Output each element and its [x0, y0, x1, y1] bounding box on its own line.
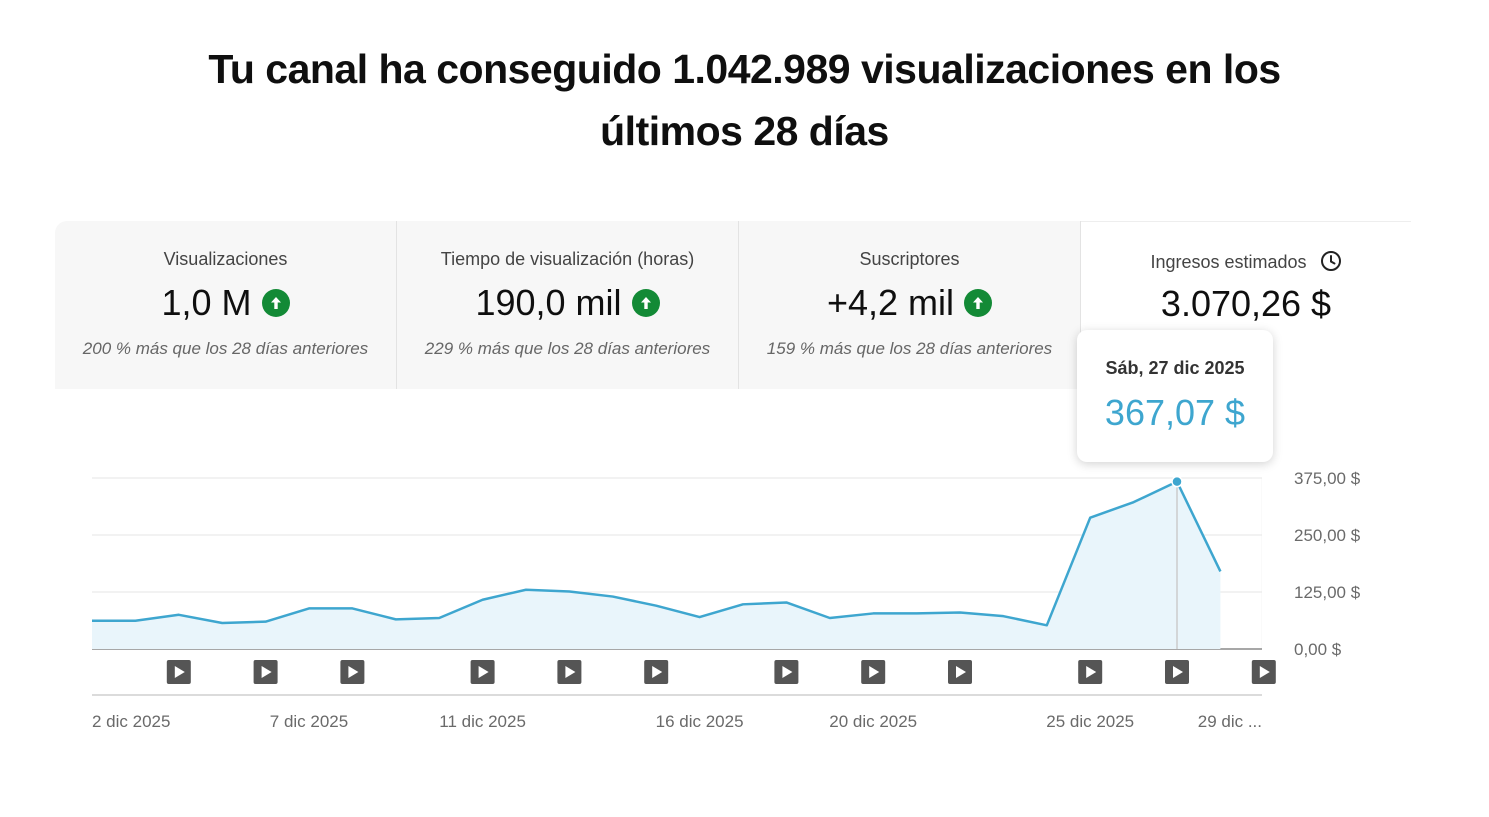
video-play-icon[interactable] [166, 660, 191, 684]
video-play-icon[interactable] [861, 660, 886, 684]
video-play-icon[interactable] [253, 660, 278, 684]
metric-card-subscribers[interactable]: Suscriptores +4,2 mil 159 % más que los … [739, 221, 1081, 389]
metric-card-watch-time[interactable]: Tiempo de visualización (horas) 190,0 mi… [397, 221, 739, 389]
tooltip-value: 367,07 $ [1104, 392, 1246, 433]
play-triangle [782, 666, 793, 678]
page-headline: Tu canal ha conseguido 1.042.989 visuali… [0, 38, 1489, 162]
metric-card-views[interactable]: Visualizaciones 1,0 M 200 % más que los … [55, 221, 397, 389]
y-tick-label: 0,00 $ [1294, 640, 1342, 659]
x-tick-label: 20 dic 2025 [829, 712, 917, 731]
metric-comparison: 159 % más que los 28 días anteriores [766, 339, 1053, 358]
headline-line-1: Tu canal ha conseguido 1.042.989 visuali… [208, 46, 1281, 92]
metric-value-row: 1,0 M [55, 282, 396, 324]
metric-comparison: 200 % más que los 28 días anteriores [82, 339, 369, 358]
metric-comparison: 229 % más que los 28 días anteriores [424, 339, 711, 358]
play-triangle [1259, 666, 1270, 678]
y-tick-label: 125,00 $ [1294, 583, 1361, 602]
metric-title: Visualizaciones [163, 249, 288, 269]
x-tick-label: 16 dic 2025 [656, 712, 744, 731]
highlighted-data-point [1171, 475, 1183, 488]
x-tick-label: 2 dic 2025 [92, 712, 170, 731]
arrow-up-icon [964, 289, 993, 317]
video-play-icon[interactable] [1251, 660, 1276, 684]
play-triangle [1086, 666, 1097, 678]
metric-title: Tiempo de visualización (horas) [440, 249, 695, 269]
metric-value: 3.070,26 $ [1160, 283, 1332, 324]
headline-line-2: últimos 28 días [600, 108, 889, 154]
metric-value: +4,2 mil [826, 282, 955, 323]
play-triangle [478, 666, 489, 678]
video-play-icon[interactable] [1165, 660, 1189, 684]
x-tick-label: 29 dic ... [1198, 712, 1262, 731]
video-play-icon[interactable] [948, 660, 972, 684]
video-play-icon[interactable] [340, 660, 365, 684]
play-triangle [565, 666, 576, 678]
video-play-icon[interactable] [644, 660, 669, 684]
metric-cards: Visualizaciones 1,0 M 200 % más que los … [55, 221, 1417, 389]
metric-value: 1,0 M [161, 282, 252, 323]
x-tick-label: 11 dic 2025 [439, 712, 526, 731]
play-triangle [1173, 666, 1183, 678]
metric-value-row: 190,0 mil [397, 282, 738, 324]
series-area [92, 481, 1221, 649]
play-triangle [652, 666, 663, 678]
metric-title-row: Ingresos estimados [1081, 250, 1411, 277]
play-triangle [348, 666, 359, 678]
metric-title: Ingresos estimados [1150, 252, 1307, 272]
y-tick-label: 250,00 $ [1294, 526, 1361, 545]
video-play-icon[interactable] [557, 660, 582, 684]
video-play-icon[interactable] [1078, 660, 1103, 684]
metric-value-row: 3.070,26 $ [1081, 283, 1411, 325]
play-triangle [869, 666, 880, 678]
y-tick-label: 375,00 $ [1294, 469, 1361, 488]
video-play-icon[interactable] [774, 660, 799, 684]
tooltip-date: Sáb, 27 dic 2025 [1105, 358, 1245, 378]
play-triangle [956, 666, 966, 678]
x-tick-label: 25 dic 2025 [1046, 712, 1134, 731]
arrow-up-icon [631, 289, 660, 317]
clock-icon[interactable] [1320, 250, 1342, 277]
play-triangle [261, 666, 272, 678]
series-line [92, 480, 1222, 627]
metric-value-row: +4,2 mil [739, 282, 1080, 324]
arrow-up-icon [261, 289, 290, 317]
x-tick-label: 7 dic 2025 [270, 712, 348, 731]
metric-title: Suscriptores [859, 249, 960, 269]
metric-value: 190,0 mil [475, 282, 622, 323]
video-play-icon[interactable] [470, 660, 495, 684]
chart-tooltip: Sáb, 27 dic 2025 367,07 $ [1077, 330, 1273, 462]
play-triangle [174, 666, 185, 678]
